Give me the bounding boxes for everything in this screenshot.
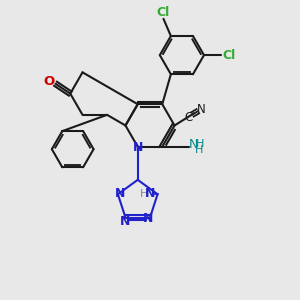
Text: H: H	[140, 189, 148, 199]
Text: N: N	[133, 141, 143, 154]
Text: N: N	[197, 103, 206, 116]
Text: N: N	[115, 187, 125, 200]
Text: N: N	[120, 215, 131, 228]
Text: Cl: Cl	[157, 6, 170, 19]
Text: H: H	[196, 139, 205, 149]
Text: N: N	[145, 187, 155, 200]
Text: O: O	[44, 75, 55, 88]
Text: N: N	[143, 212, 153, 225]
Text: H: H	[195, 145, 203, 155]
Text: C: C	[184, 111, 192, 124]
Text: Cl: Cl	[222, 49, 235, 62]
Text: N: N	[188, 138, 198, 151]
